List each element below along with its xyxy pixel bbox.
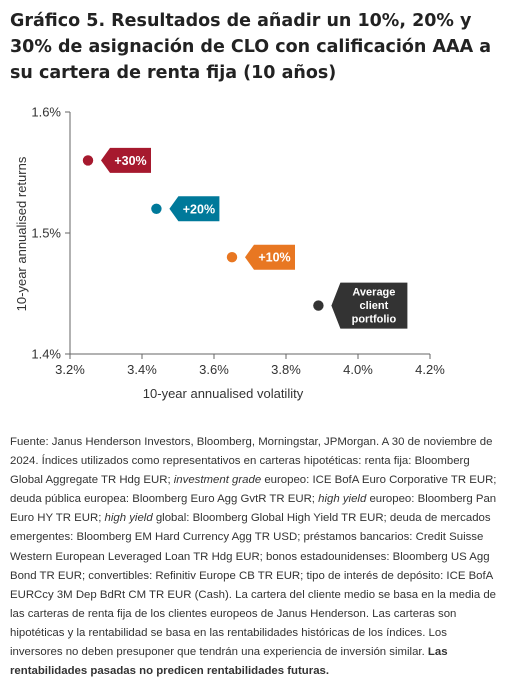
axes xyxy=(65,111,431,359)
data-point xyxy=(313,300,324,311)
x-tick-label: 3.4% xyxy=(127,362,157,377)
source-disclaimer: Las rentabilidades pasadas no predicen r… xyxy=(10,646,448,678)
y-tick-label: 1.5% xyxy=(31,226,61,241)
data-point xyxy=(226,252,238,263)
y-tick-label: 1.6% xyxy=(31,105,61,120)
x-tick-label: 4.0% xyxy=(343,362,373,377)
data-point xyxy=(151,203,162,214)
data-point xyxy=(82,155,94,166)
source-note: Fuente: Janus Henderson Investors, Bloom… xyxy=(10,433,500,681)
source-text-4: global: Bloomberg Global High Yield TR E… xyxy=(10,512,496,659)
x-tick-label: 4.2% xyxy=(415,362,445,377)
source-text-1: Fuente: Janus Henderson Investors, Bloom… xyxy=(10,436,493,487)
scatter-chart: 1.4% 1.5% 1.6% 3.2% 3.4% 3.6% 3.8% 4.0% 4.2% +30… xyxy=(14,105,445,402)
x-axis-label: 10-year annualised volatility xyxy=(143,386,304,401)
x-tick-label: 3.2% xyxy=(55,362,85,377)
source-italic-1: investment grade xyxy=(173,474,262,487)
y-axis-label: 10-year annualised returns xyxy=(14,156,29,311)
data-label-tag xyxy=(101,147,151,173)
data-label-tag xyxy=(331,282,408,329)
data-label-tag xyxy=(169,196,220,222)
tick-labels: 1.4% 1.5% 1.6% 3.2% 3.4% 3.6% 3.8% 4.0% 4.2% xyxy=(31,105,445,378)
data-marks: +30% +20% +10% Average client portfolio xyxy=(82,147,408,329)
x-tick-label: 3.8% xyxy=(271,362,301,377)
data-label: +20% xyxy=(183,202,215,216)
data-label: +10% xyxy=(258,251,290,265)
source-text-3: europeo: Bloomberg Pan Euro HY TR EUR; xyxy=(10,493,497,525)
source-text-2: europeo: ICE BofA Euro Corporative TR EU… xyxy=(10,474,497,506)
source-italic-3: high yield xyxy=(104,512,153,525)
source-italic-2: high yield xyxy=(318,493,367,506)
data-label: +30% xyxy=(114,154,146,168)
chart-area: 1.4% 1.5% 1.6% 3.2% 3.4% 3.6% 3.8% 4.0% 4.2% +30… xyxy=(0,95,508,415)
y-tick-label: 1.4% xyxy=(31,347,61,362)
data-label-tag xyxy=(245,244,295,270)
chart-title: Gráfico 5. Resultados de añadir un 10%, … xyxy=(10,11,492,83)
data-label: Average client portfolio xyxy=(352,287,397,326)
x-tick-label: 3.6% xyxy=(199,362,229,377)
